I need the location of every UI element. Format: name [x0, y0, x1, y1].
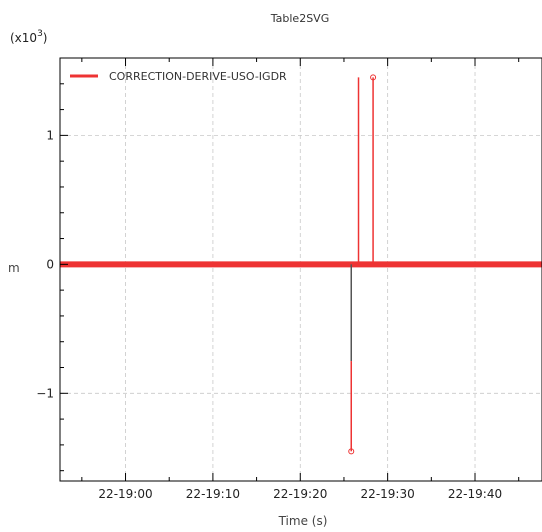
x-axis-title: Time (s)	[278, 514, 328, 528]
x-tick-label: 22-19:00	[98, 487, 152, 501]
x-tick-label: 22-19:10	[186, 487, 240, 501]
grid-lines	[60, 58, 542, 481]
legend-label: CORRECTION-DERIVE-USO-IGDR	[109, 70, 287, 83]
x-tick-label: 22-19:20	[273, 487, 327, 501]
y-multiplier-label: (x103)	[10, 29, 47, 45]
y-tick-label: −1	[36, 386, 54, 400]
x-tick-label: 22-19:30	[361, 487, 415, 501]
plot-frame	[59, 57, 542, 482]
x-tick-label: 22-19:40	[448, 487, 502, 501]
legend: CORRECTION-DERIVE-USO-IGDR	[70, 70, 287, 83]
chart-title: Table2SVG	[270, 12, 329, 25]
series-point-min	[348, 448, 355, 455]
tick-labels: 22-19:00 22-19:10 22-19:20 22-19:30 22-19:40…	[36, 128, 502, 501]
axis-ticks	[60, 58, 520, 481]
y-tick-label: 1	[46, 128, 54, 142]
data-series	[60, 74, 542, 455]
y-tick-label: 0	[46, 257, 54, 271]
y-axis-title: m	[8, 261, 20, 275]
series-point-max	[370, 74, 377, 81]
